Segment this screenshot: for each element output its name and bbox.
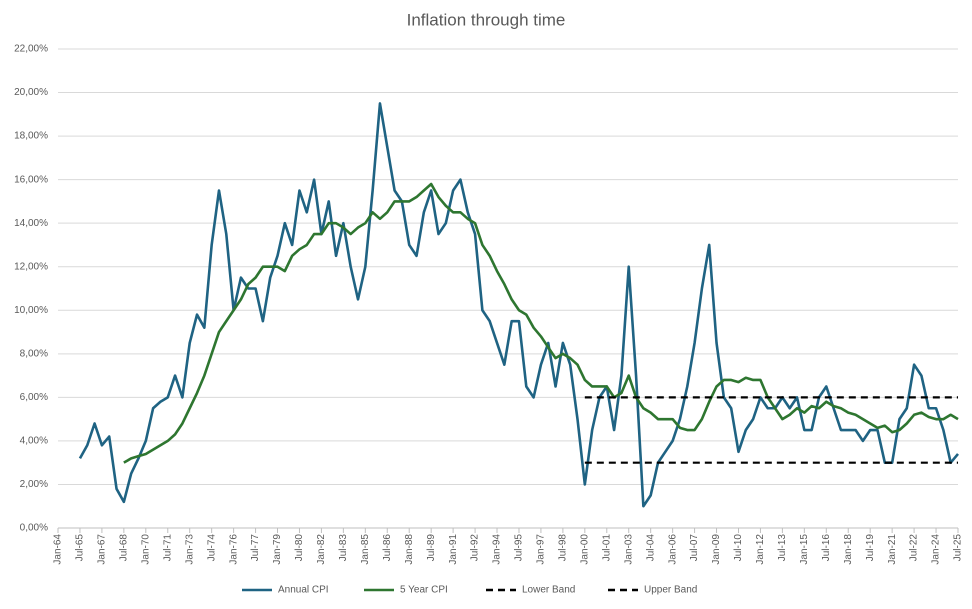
x-tick-label: Jul-65 (75, 534, 86, 562)
x-tick-label: Jul-01 (601, 534, 612, 562)
legend-label: Lower Band (522, 585, 575, 596)
x-tick-label: Jul-92 (470, 534, 481, 562)
series-line (78, 102, 959, 508)
x-tick-label: Jan-70 (140, 534, 151, 565)
x-tick-label: Jan-85 (360, 534, 371, 565)
x-tick-label: Jul-71 (162, 534, 173, 562)
y-tick-label: 20,00% (14, 87, 48, 98)
x-tick-label: Jan-73 (184, 534, 195, 565)
y-tick-label: 6,00% (20, 392, 48, 403)
x-tick-label: Jan-91 (448, 534, 459, 565)
x-tick-label: Jul-07 (689, 534, 700, 562)
x-tick-label: Jan-94 (492, 534, 503, 565)
x-tick-label: Jul-77 (250, 534, 261, 562)
legend-label: Upper Band (644, 585, 697, 596)
x-tick-label: Jul-95 (514, 534, 525, 562)
x-tick-label: Jul-98 (558, 534, 569, 562)
x-tick-label: Jan-97 (536, 534, 547, 565)
x-tick-label: Jul-13 (777, 534, 788, 562)
y-tick-label: 16,00% (14, 174, 48, 185)
x-tick-label: Jul-10 (733, 534, 744, 562)
y-tick-label: 0,00% (20, 523, 48, 534)
x-tick-label: Jul-25 (953, 534, 964, 562)
x-tick-label: Jan-00 (579, 534, 590, 565)
x-tick-label: Jul-89 (426, 534, 437, 562)
x-tick-label: Jul-04 (645, 534, 656, 562)
x-tick-label: Jan-06 (667, 534, 678, 565)
x-tick-label: Jan-67 (97, 534, 108, 565)
x-tick-label: Jan-64 (53, 534, 64, 565)
x-tick-label: Jul-16 (821, 534, 832, 562)
y-tick-label: 12,00% (14, 261, 48, 272)
x-tick-label: Jan-82 (316, 534, 327, 565)
x-tick-label: Jul-80 (294, 534, 305, 562)
chart-title: Inflation through time (407, 10, 566, 29)
legend-label: 5 Year CPI (400, 585, 448, 596)
x-tick-label: Jan-79 (272, 534, 283, 565)
y-tick-label: 10,00% (14, 305, 48, 316)
x-tick-label: Jan-76 (228, 534, 239, 565)
series-line (123, 182, 959, 464)
x-tick-label: Jul-86 (382, 534, 393, 562)
x-tick-label: Jan-12 (755, 534, 766, 565)
x-tick-label: Jul-83 (338, 534, 349, 562)
x-tick-label: Jan-03 (623, 534, 634, 565)
x-tick-label: Jul-68 (118, 534, 129, 562)
x-tick-label: Jul-74 (206, 534, 217, 562)
x-tick-label: Jan-18 (843, 534, 854, 565)
y-tick-label: 14,00% (14, 218, 48, 229)
x-tick-label: Jul-22 (909, 534, 920, 562)
y-tick-label: 4,00% (20, 436, 48, 447)
y-tick-label: 2,00% (20, 479, 48, 490)
x-tick-label: Jul-19 (865, 534, 876, 562)
x-tick-label: Jan-09 (711, 534, 722, 565)
y-tick-label: 18,00% (14, 131, 48, 142)
y-tick-label: 22,00% (14, 44, 48, 55)
legend-label: Annual CPI (278, 585, 329, 596)
x-tick-label: Jan-24 (931, 534, 942, 565)
x-tick-label: Jan-21 (887, 534, 898, 565)
x-tick-label: Jan-88 (404, 534, 415, 565)
y-tick-label: 8,00% (20, 348, 48, 359)
x-tick-label: Jan-15 (799, 534, 810, 565)
